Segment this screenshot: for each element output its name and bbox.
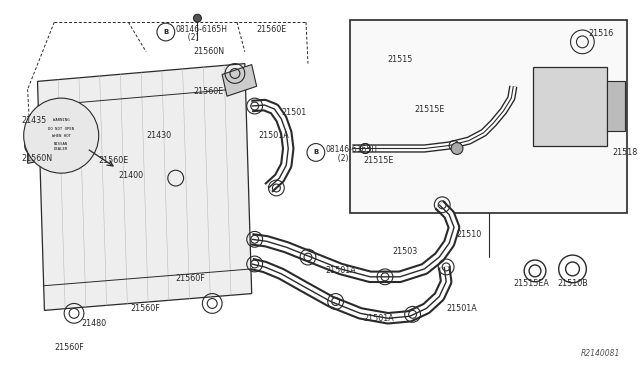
Text: 08146-6165H: 08146-6165H xyxy=(326,145,378,154)
Text: 21501A: 21501A xyxy=(446,304,477,313)
Text: DO NOT OPEN: DO NOT OPEN xyxy=(48,127,74,131)
Text: 21501A: 21501A xyxy=(326,266,356,275)
Text: 21560F: 21560F xyxy=(131,304,160,313)
Text: 21560N: 21560N xyxy=(193,47,225,56)
Text: 21510B: 21510B xyxy=(557,279,588,288)
Text: 21516: 21516 xyxy=(588,29,614,38)
Text: 21515E: 21515E xyxy=(364,156,394,165)
Text: 21501A: 21501A xyxy=(364,314,394,323)
Text: 21515: 21515 xyxy=(387,55,412,64)
Circle shape xyxy=(24,98,99,173)
Text: 21560E: 21560E xyxy=(257,25,287,33)
Text: 21400: 21400 xyxy=(118,171,143,180)
Polygon shape xyxy=(28,128,49,163)
Circle shape xyxy=(451,142,463,154)
Text: 21560F: 21560F xyxy=(54,343,84,352)
Bar xyxy=(351,20,627,213)
Text: 21501: 21501 xyxy=(282,109,307,118)
Text: 21560E: 21560E xyxy=(193,87,224,96)
Text: 08146-6165H: 08146-6165H xyxy=(176,25,228,33)
Text: B: B xyxy=(313,150,319,155)
Text: 21430: 21430 xyxy=(146,131,172,140)
Text: 21560N: 21560N xyxy=(22,154,53,163)
Text: 21480: 21480 xyxy=(81,319,106,328)
Text: (2): (2) xyxy=(333,154,348,163)
Text: 21518: 21518 xyxy=(612,148,637,157)
Text: 21510: 21510 xyxy=(456,230,481,239)
Circle shape xyxy=(193,14,202,22)
Text: WHEN HOT: WHEN HOT xyxy=(52,134,70,138)
Bar xyxy=(607,81,625,131)
Text: 21515E: 21515E xyxy=(415,105,445,113)
Bar xyxy=(533,67,607,145)
Text: NISSAN: NISSAN xyxy=(54,142,68,145)
Text: (2): (2) xyxy=(182,33,198,42)
Text: 21503: 21503 xyxy=(393,247,418,256)
Text: 21501A: 21501A xyxy=(259,131,289,140)
Text: R2140081: R2140081 xyxy=(580,349,620,358)
Text: WARNING: WARNING xyxy=(53,118,70,122)
Text: 21560F: 21560F xyxy=(176,274,205,283)
Polygon shape xyxy=(38,64,252,310)
Text: DEALER: DEALER xyxy=(54,147,68,151)
Text: 21515EA: 21515EA xyxy=(513,279,549,288)
Polygon shape xyxy=(222,65,257,96)
Text: 21560E: 21560E xyxy=(99,156,129,165)
Text: B: B xyxy=(163,29,168,35)
Text: 21435: 21435 xyxy=(22,116,47,125)
